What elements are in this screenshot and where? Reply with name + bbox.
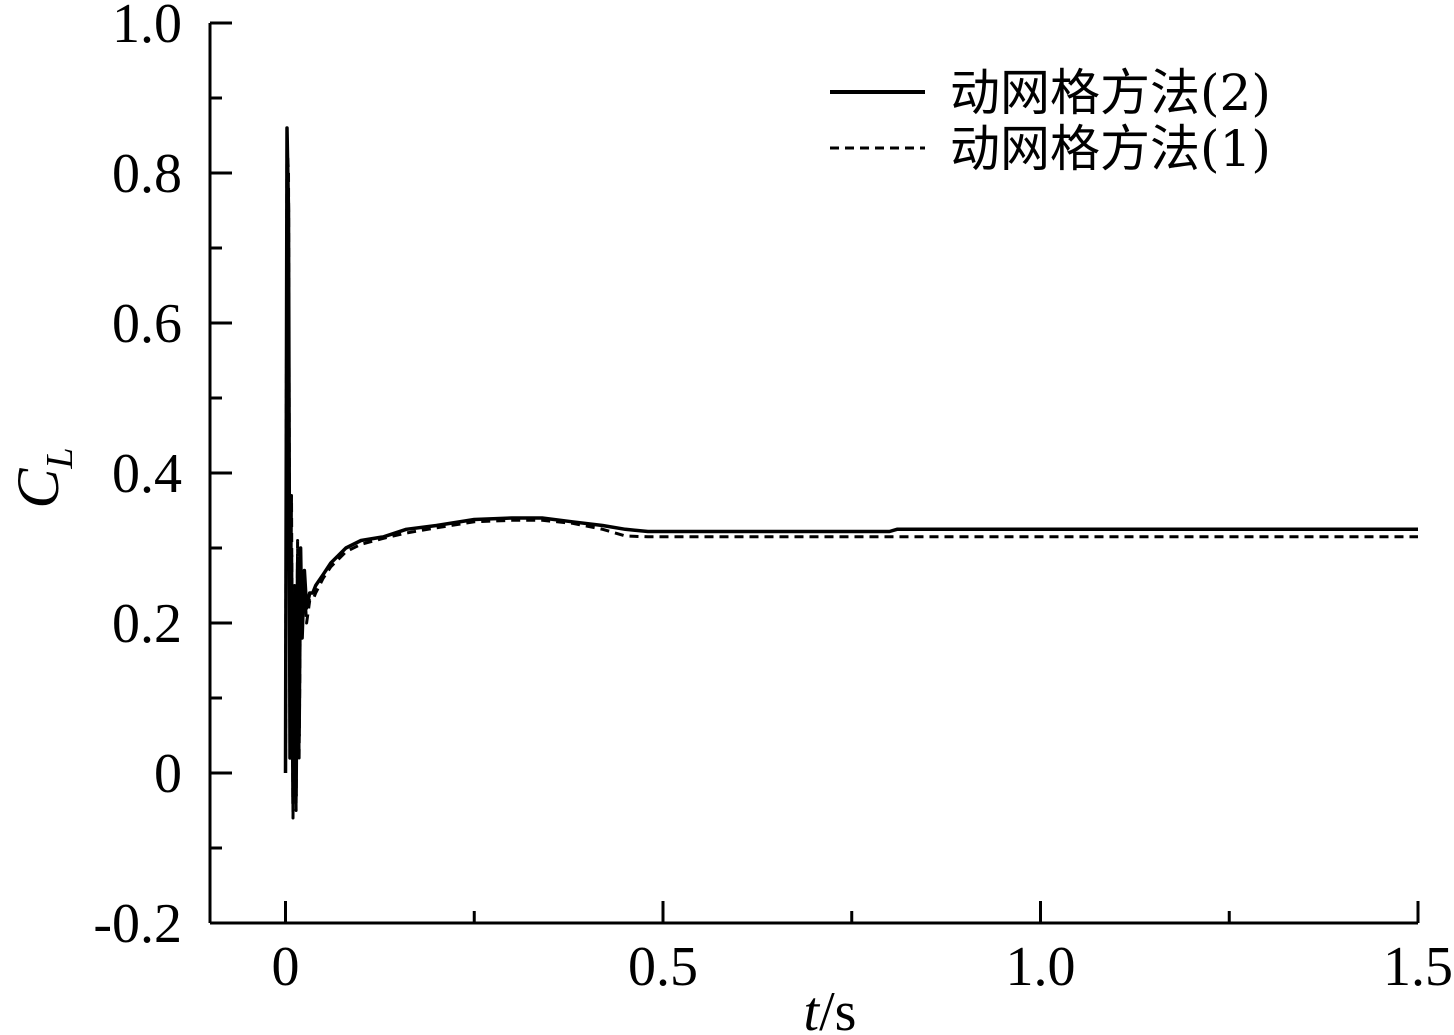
legend-label-1: 动网格方法(2) (950, 64, 1271, 122)
y-tick-label: -0.2 (93, 893, 182, 955)
y-axis-title: CL (5, 447, 81, 508)
x-tick-label: 0 (272, 936, 300, 998)
x-tick-label: 0.5 (628, 936, 698, 998)
legend: 动网格方法(2)动网格方法(1) (830, 64, 1271, 178)
y-tick-label: 0 (154, 743, 182, 805)
series-line-2 (284, 141, 1418, 820)
y-tick-label: 1.0 (112, 0, 182, 55)
series-layer (283, 126, 1418, 820)
y-tick-label: 0.4 (112, 443, 182, 505)
legend-label-2: 动网格方法(1) (950, 120, 1271, 178)
y-axis-subscript: L (39, 447, 81, 469)
series-line-1 (283, 126, 1418, 805)
x-axis-title: t/s (804, 981, 857, 1035)
x-axis-variable: t (804, 981, 821, 1035)
y-tick-label: 0.6 (112, 293, 182, 355)
x-tick-label: 1.5 (1383, 936, 1453, 998)
x-axis-unit: /s (819, 981, 856, 1035)
x-axis-ticks: 0 0.5 1.0 1.5 (272, 901, 1453, 998)
y-tick-label: 0.2 (112, 593, 182, 655)
svg-text:CL: CL (5, 447, 81, 508)
x-tick-label: 1.0 (1006, 936, 1076, 998)
y-axis-ticks: 1.0 0.8 0.6 0.4 0.2 0 -0.2 (93, 0, 232, 955)
y-tick-label: 0.8 (112, 143, 182, 205)
y-axis-variable: C (5, 468, 71, 509)
